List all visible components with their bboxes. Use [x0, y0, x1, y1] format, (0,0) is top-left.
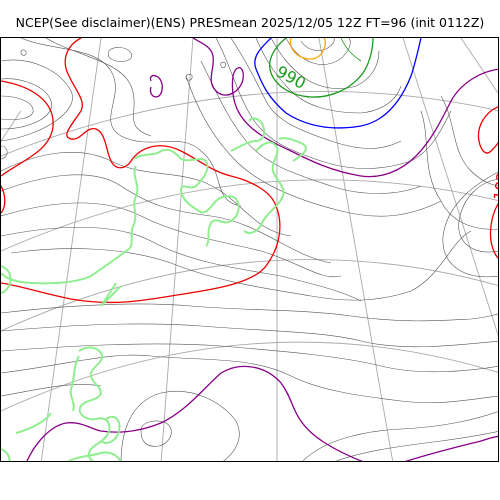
longitude-line: [318, 38, 394, 461]
isobar-red: [1, 38, 281, 304]
isobar-green: [269, 38, 374, 98]
map-canvas: 990 102: [1, 38, 499, 461]
latitude-line: [1, 341, 498, 412]
isobar-red: [1, 80, 54, 177]
isobars-thin: [1, 38, 498, 461]
pressure-map: 990 102: [0, 37, 499, 462]
isobar-blue: [254, 38, 422, 129]
isobar-red: [477, 106, 498, 154]
isobar-red: [1, 185, 6, 214]
isobars-colored: [1, 38, 498, 461]
isobar-purple: [26, 365, 363, 461]
longitude-line: [460, 38, 498, 94]
latitude-line: [1, 179, 498, 252]
isobar-purple: [149, 74, 163, 98]
isobar-green-thin: [340, 38, 362, 62]
coastline: [1, 117, 307, 461]
longitude-line: [40, 38, 102, 461]
isobar-orange: [289, 38, 327, 60]
latitude-line: [1, 91, 498, 157]
contour-label-990: 990: [273, 62, 309, 93]
contour-label-102: 102: [490, 171, 499, 202]
longitude-line: [160, 38, 194, 461]
isobar-purple: [405, 435, 498, 461]
longitude-line: [402, 38, 498, 337]
isobar-red: [489, 202, 498, 259]
graticule: [1, 38, 498, 461]
isobar-purple: [192, 38, 498, 178]
longitude-line: [1, 110, 22, 142]
latitude-line: [1, 259, 498, 332]
map-title: NCEP(See disclaimer)(ENS) PRESmean 2025/…: [15, 15, 485, 30]
